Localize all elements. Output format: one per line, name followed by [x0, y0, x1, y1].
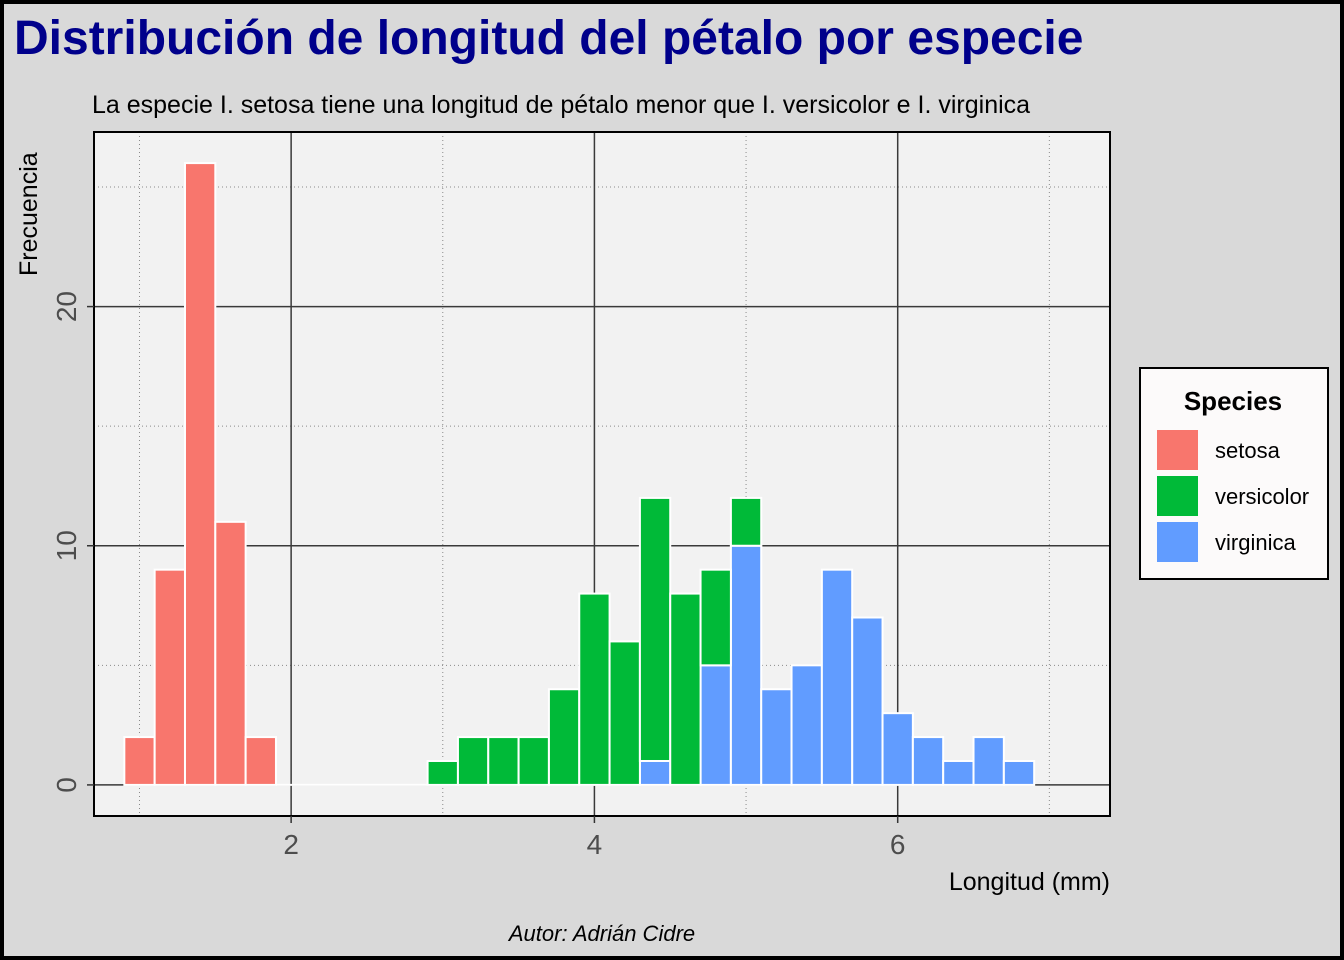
histogram-bars: [123, 162, 1036, 786]
bar-virginica: [820, 568, 854, 786]
bar-versicolor: [669, 592, 702, 786]
bar-setosa: [214, 520, 247, 786]
bar-virginica: [1002, 759, 1036, 786]
bar-virginica: [881, 712, 914, 786]
plot-border: [93, 131, 1111, 817]
legend-items: setosa versicolor virginica: [1157, 430, 1309, 562]
bar-versicolor: [608, 640, 641, 786]
legend-label-virginica: virginica: [1215, 530, 1296, 555]
bar-virginica: [851, 616, 884, 786]
y-axis-ticks: 0 10 20: [51, 291, 94, 793]
major-gridlines: [94, 132, 1110, 816]
bar-virginica: [972, 736, 1005, 786]
bar-setosa: [244, 736, 277, 786]
bar-versicolor: [578, 592, 611, 786]
bar-virginica: [911, 736, 945, 786]
bar-virginica: [699, 664, 732, 786]
legend-title: Species: [1184, 386, 1282, 416]
bar-virginica: [790, 664, 823, 786]
y-tick-label: 10: [51, 530, 82, 561]
x-axis-ticks: 2 4 6: [283, 816, 905, 860]
legend-label-setosa: setosa: [1215, 438, 1281, 463]
bar-virginica: [638, 759, 672, 786]
histogram-chart: Distribución de longitud del pétalo por …: [14, 12, 1329, 946]
x-axis-label: Longitud (mm): [949, 868, 1110, 896]
y-tick-label: 20: [51, 291, 82, 322]
x-tick-label: 2: [283, 829, 299, 860]
bar-setosa: [123, 736, 156, 786]
bar-versicolor: [547, 688, 581, 786]
bar-virginica: [729, 544, 763, 786]
chart-subtitle: La especie I. setosa tiene una longitud …: [92, 91, 1030, 119]
legend-swatch-setosa: [1157, 430, 1198, 470]
chart-title: Distribución de longitud del pétalo por …: [14, 12, 1083, 65]
bar-setosa: [153, 568, 186, 786]
bar-versicolor: [729, 496, 763, 547]
legend-swatch-virginica: [1157, 522, 1198, 562]
legend-swatch-versicolor: [1157, 476, 1198, 516]
bar-virginica: [942, 759, 975, 786]
legend: Species setosa versicolor virginica: [1139, 367, 1329, 580]
bar-versicolor: [456, 736, 490, 786]
bar-versicolor: [699, 568, 732, 667]
y-axis-label: Frecuencia: [15, 152, 43, 276]
x-tick-label: 6: [890, 829, 906, 860]
legend-label-versicolor: versicolor: [1215, 484, 1309, 509]
chart-caption: Autor: Adrián Cidre: [507, 921, 695, 946]
bar-versicolor: [638, 496, 672, 762]
y-tick-label: 0: [51, 777, 82, 793]
bar-versicolor: [487, 736, 520, 786]
bar-setosa: [183, 162, 217, 786]
bar-virginica: [760, 688, 793, 786]
x-tick-label: 4: [587, 829, 603, 860]
legend-box: [1139, 367, 1329, 580]
bar-versicolor: [517, 736, 550, 786]
bar-versicolor: [426, 759, 459, 786]
